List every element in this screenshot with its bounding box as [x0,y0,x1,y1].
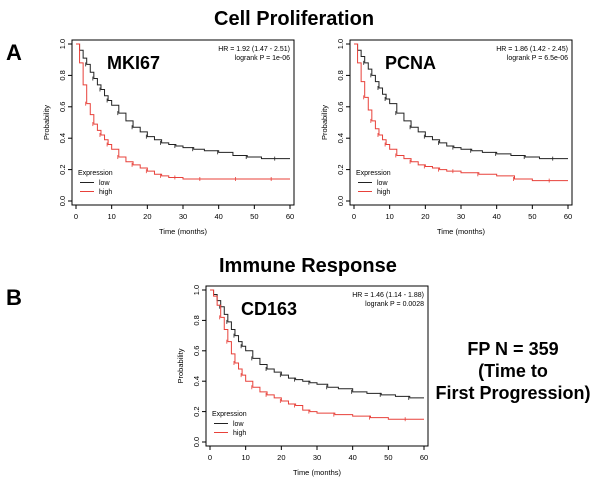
x-tick-label: 10 [241,453,249,462]
legend-title: Expression [356,170,391,177]
y-tick-label: 0.0 [336,196,345,206]
y-tick-label: 0.2 [336,164,345,174]
section-title-immune-response: Immune Response [219,255,397,277]
y-tick-label: 0.6 [192,346,201,356]
km-plot-cd163: 0 10 20 30 40 50 60 0.0 0.2 0.4 0.6 0.8 1.0 Time (mon… [176,285,429,477]
x-tick-label: 0 [352,212,356,221]
y-tick-label: 0.8 [336,70,345,80]
x-tick-label: 0 [208,453,212,462]
logrank-p-text: logrank P = 0.0028 [365,301,424,308]
gene-name-label: PCNA [385,53,436,73]
y-axis-label: Probability [176,348,185,383]
x-tick-label: 60 [420,453,428,462]
x-tick-label: 30 [179,212,187,221]
y-tick-label: 0.8 [58,70,67,80]
x-tick-label: 20 [421,212,429,221]
x-tick-label: 50 [250,212,258,221]
legend-label-high: high [377,189,390,196]
cohort-note-line-1: FP N = 359 [467,339,559,359]
x-tick-label: 30 [313,453,321,462]
x-axis-label: Time (months) [159,227,208,236]
hazard-ratio-text: HR = 1.86 (1.42 - 2.45) [496,46,568,53]
survival-curve-low [210,289,424,399]
x-tick-label: 50 [528,212,536,221]
x-tick-label: 60 [564,212,572,221]
y-axis-label: Probability [42,105,51,140]
x-tick-label: 60 [286,212,294,221]
y-tick-label: 0.6 [336,102,345,112]
legend-title: Expression [78,170,113,177]
x-tick-label: 40 [492,212,500,221]
y-tick-label: 1.0 [192,285,201,295]
y-tick-label: 0.2 [58,164,67,174]
y-tick-label: 0.0 [192,437,201,447]
x-tick-label: 10 [107,212,115,221]
y-tick-label: 0.2 [192,406,201,416]
y-tick-label: 0.4 [192,376,201,386]
cohort-note-line-2: (Time to [478,361,548,381]
legend-label-low: low [233,421,244,428]
hazard-ratio-text: HR = 1.46 (1.14 - 1.88) [352,292,424,299]
km-plot-mki67: 0 10 20 30 40 50 60 0.0 0.2 0.4 0.6 0.8 1.0 Time (mon… [42,39,295,236]
x-tick-label: 0 [74,212,78,221]
x-tick-label: 40 [348,453,356,462]
gene-name-label: CD163 [241,299,297,319]
y-tick-label: 0.0 [58,196,67,206]
x-axis-label: Time (months) [437,227,486,236]
y-axis-label: Probability [320,105,329,140]
y-tick-label: 0.4 [58,133,67,143]
x-tick-label: 20 [143,212,151,221]
survival-curve-high [354,43,568,182]
survival-curve-low [354,43,568,160]
section-title-cell-proliferation: Cell Proliferation [214,8,375,30]
x-tick-label: 20 [277,453,285,462]
y-tick-label: 1.0 [58,39,67,49]
x-axis-label: Time (months) [293,468,342,477]
logrank-p-text: logrank P = 1e-06 [235,55,290,62]
x-tick-label: 10 [385,212,393,221]
cohort-note-line-3: First Progression) [435,383,591,403]
legend-title: Expression [212,411,247,418]
cohort-note: FP N = 359 (Time to First Progression) [428,338,598,404]
y-tick-label: 0.6 [58,102,67,112]
legend-label-low: low [99,180,110,187]
logrank-p-text: logrank P = 6.5e-06 [507,55,568,62]
panel-label-b: B [6,285,22,310]
km-plot-pcna: 0 10 20 30 40 50 60 0.0 0.2 0.4 0.6 0.8 1.0 Time (mon… [320,39,573,236]
survival-curve-low [76,43,290,160]
x-tick-label: 30 [457,212,465,221]
y-tick-label: 0.4 [336,133,345,143]
legend-label-high: high [233,430,246,437]
survival-curve-high [210,289,424,420]
panel-label-a: A [6,40,22,65]
x-tick-label: 50 [384,453,392,462]
hazard-ratio-text: HR = 1.92 (1.47 - 2.51) [218,46,290,53]
x-tick-label: 40 [214,212,222,221]
y-tick-label: 1.0 [336,39,345,49]
survival-curve-high [76,43,290,180]
gene-name-label: MKI67 [107,53,160,73]
legend-label-low: low [377,180,388,187]
legend-label-high: high [99,189,112,196]
y-tick-label: 0.8 [192,315,201,325]
